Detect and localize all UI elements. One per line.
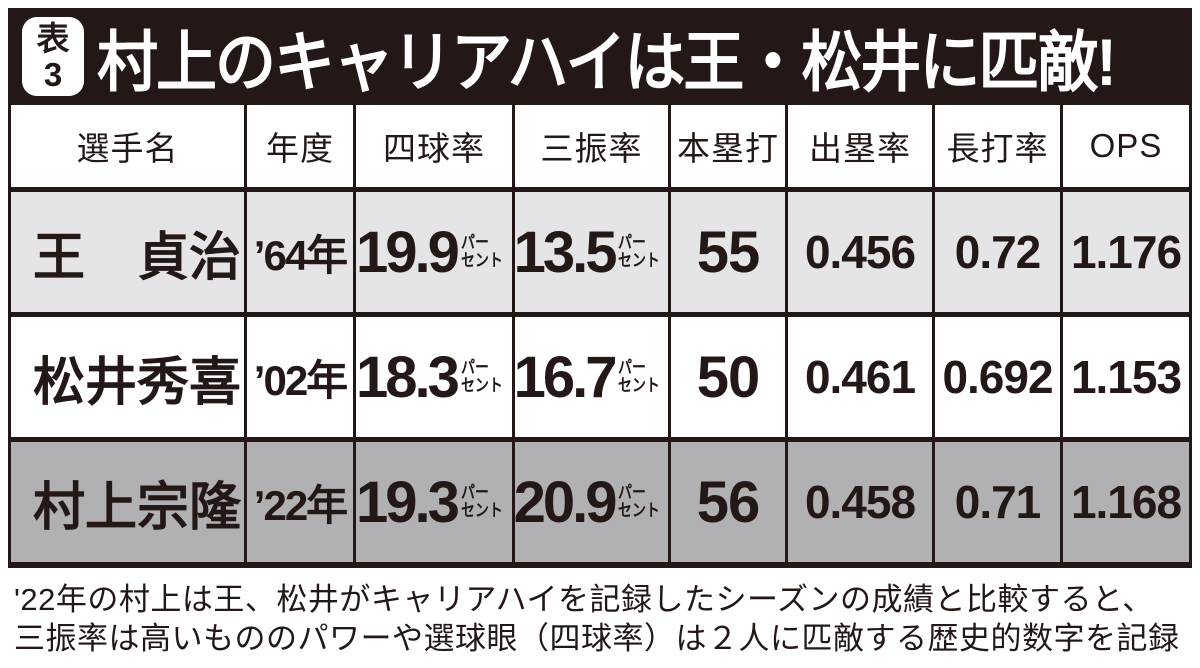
cell-player-name: 村上宗隆 bbox=[11, 442, 244, 562]
percent-unit: パー セント bbox=[460, 233, 503, 270]
walk-rate-value: 18.3 bbox=[356, 344, 460, 410]
stats-table: 選手名 年度 四球率 三振率 本塁打 出塁率 長打率 OPS 王 貞治 ’64年… bbox=[8, 105, 1192, 568]
percent-unit: パー セント bbox=[618, 233, 661, 270]
header-ops: OPS bbox=[1063, 105, 1189, 187]
strikeout-rate-value: 20.9 bbox=[515, 469, 617, 535]
percent-unit: パー セント bbox=[618, 483, 661, 520]
strikeout-rate-value: 13.5 bbox=[515, 219, 617, 285]
header-on-base-pct: 出塁率 bbox=[788, 105, 932, 187]
header-walk-rate: 四球率 bbox=[356, 105, 512, 187]
page-title: 村上のキャリアハイは王・松井に匹敵! bbox=[97, 25, 1117, 100]
cell-strikeout-rate: 20.9 パー セント bbox=[515, 442, 668, 562]
cell-home-runs: 56 bbox=[671, 442, 785, 562]
cell-home-runs: 50 bbox=[671, 317, 785, 437]
badge-number: 3 bbox=[43, 55, 63, 93]
walk-rate-value: 19.9 bbox=[356, 219, 460, 285]
caption-line-1: '22年の村上は王、松井がキャリアハイを記録したシーズンの成績と比較すると、 bbox=[14, 582, 1154, 617]
cell-walk-rate: 19.3 パー セント bbox=[356, 442, 512, 562]
cell-ops: 1.176 bbox=[1063, 192, 1189, 312]
cell-on-base-pct: 0.456 bbox=[788, 192, 932, 312]
cell-player-name: 王 貞治 bbox=[11, 192, 244, 312]
header-player-name: 選手名 bbox=[11, 105, 244, 187]
header-home-runs: 本塁打 bbox=[671, 105, 785, 187]
cell-on-base-pct: 0.458 bbox=[788, 442, 932, 562]
percent-unit: パー セント bbox=[460, 483, 503, 520]
cell-year: ’02年 bbox=[247, 317, 353, 437]
badge-char: 表 bbox=[36, 19, 70, 57]
cell-strikeout-rate: 16.7 パー セント bbox=[515, 317, 668, 437]
cell-year: ’22年 bbox=[247, 442, 353, 562]
cell-home-runs: 55 bbox=[671, 192, 785, 312]
cell-ops: 1.168 bbox=[1063, 442, 1189, 562]
caption-line-2: 三振率は高いもののパワーや選球眼（四球率）は２人に匹敵する歴史的数字を記録 bbox=[14, 621, 1180, 657]
header-strikeout-rate: 三振率 bbox=[515, 105, 668, 187]
cell-player-name: 松井秀喜 bbox=[11, 317, 244, 437]
cell-ops: 1.153 bbox=[1063, 317, 1189, 437]
strikeout-rate-value: 16.7 bbox=[515, 344, 617, 410]
cell-walk-rate: 19.9 パー セント bbox=[356, 192, 512, 312]
cell-slugging-pct: 0.692 bbox=[935, 317, 1060, 437]
cell-strikeout-rate: 13.5 パー セント bbox=[515, 192, 668, 312]
cell-on-base-pct: 0.461 bbox=[788, 317, 932, 437]
cell-year: ’64年 bbox=[247, 192, 353, 312]
cell-walk-rate: 18.3 パー セント bbox=[356, 317, 512, 437]
percent-unit: パー セント bbox=[460, 358, 503, 395]
table-number-badge: 表 3 bbox=[22, 17, 84, 96]
table-caption: '22年の村上は王、松井がキャリアハイを記録したシーズンの成績と比較すると、 三… bbox=[8, 580, 1192, 658]
header-slugging-pct: 長打率 bbox=[935, 105, 1060, 187]
table-figure: 表 3 村上のキャリアハイは王・松井に匹敵! 選手名 年度 四球率 三振率 本塁… bbox=[8, 8, 1192, 658]
walk-rate-value: 19.3 bbox=[356, 469, 460, 535]
header-year: 年度 bbox=[247, 105, 353, 187]
cell-slugging-pct: 0.72 bbox=[935, 192, 1060, 312]
percent-unit: パー セント bbox=[618, 358, 661, 395]
title-bar: 表 3 村上のキャリアハイは王・松井に匹敵! bbox=[8, 8, 1192, 105]
cell-slugging-pct: 0.71 bbox=[935, 442, 1060, 562]
